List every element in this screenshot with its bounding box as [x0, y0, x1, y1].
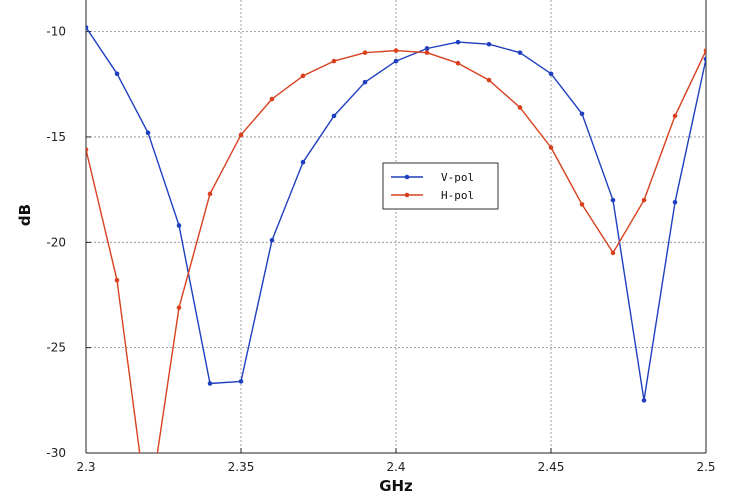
y-tick-label: -10	[46, 25, 66, 39]
data-point-v-pol	[548, 71, 554, 77]
data-point-h-pol	[176, 305, 182, 310]
data-point-v-pol	[455, 39, 461, 45]
data-point-h-pol	[238, 132, 244, 138]
data-point-v-pol	[114, 71, 120, 77]
data-point-v-pol	[331, 113, 337, 119]
x-axis-label: GHz	[379, 477, 413, 495]
data-point-h-pol	[548, 145, 554, 150]
data-point-h-pol	[269, 96, 275, 102]
legend-box	[382, 162, 499, 210]
y-tick-label: -20	[46, 235, 66, 249]
legend-label-h-pol: H-pol	[441, 189, 474, 202]
data-point-h-pol	[207, 191, 213, 197]
data-point-h-pol	[610, 250, 616, 256]
data-point-v-pol	[176, 223, 182, 228]
y-axis-label: dB	[16, 204, 34, 226]
data-point-v-pol	[672, 199, 678, 205]
data-point-v-pol	[486, 41, 492, 47]
data-point-h-pol	[517, 105, 523, 110]
data-point-h-pol	[362, 50, 368, 55]
series-layer	[86, 25, 706, 453]
x-tick-label: 2.4	[386, 460, 405, 474]
data-point-v-pol	[579, 111, 585, 117]
legend-marker-h-pol	[404, 192, 410, 198]
data-point-v-pol	[207, 381, 213, 386]
data-point-v-pol	[269, 237, 275, 243]
data-point-h-pol	[672, 113, 678, 119]
data-point-v-pol	[610, 197, 616, 203]
x-tick-label: 2.3	[76, 460, 95, 474]
data-point-v-pol	[362, 79, 368, 85]
y-tick-label: -15	[46, 130, 66, 144]
y-tick-label: -25	[46, 341, 66, 355]
data-point-h-pol	[579, 202, 585, 207]
x-tick-label: 2.5	[696, 460, 715, 474]
data-point-v-pol	[517, 50, 523, 55]
y-tick-label: -30	[46, 446, 66, 460]
data-point-v-pol	[424, 46, 430, 51]
data-point-v-pol	[238, 379, 244, 384]
legend: V-pol H-pol	[382, 162, 499, 210]
axes	[85, 0, 707, 454]
data-point-v-pol	[641, 398, 647, 403]
x-tick-label: 2.35	[228, 460, 255, 474]
data-point-h-pol	[455, 60, 461, 66]
data-point-h-pol	[331, 58, 337, 64]
data-point-h-pol	[641, 197, 647, 203]
data-point-v-pol	[703, 56, 706, 62]
x-tick-label: 2.45	[538, 460, 565, 474]
data-point-v-pol	[145, 130, 151, 136]
legend-marker-v-pol	[404, 174, 410, 180]
data-point-v-pol	[86, 25, 89, 30]
data-point-h-pol	[703, 48, 706, 53]
data-point-v-pol	[393, 58, 399, 64]
data-point-h-pol	[393, 48, 399, 53]
data-point-h-pol	[114, 277, 120, 283]
data-point-h-pol	[486, 77, 492, 83]
data-point-h-pol	[300, 73, 306, 79]
data-point-h-pol	[86, 147, 89, 152]
data-point-v-pol	[300, 159, 306, 165]
legend-label-v-pol: V-pol	[441, 171, 474, 184]
tick-labels: 2.3 2.35 2.4 2.45 2.5 -10 -15 -20 -25 -30	[46, 25, 715, 474]
data-point-h-pol	[424, 50, 430, 55]
